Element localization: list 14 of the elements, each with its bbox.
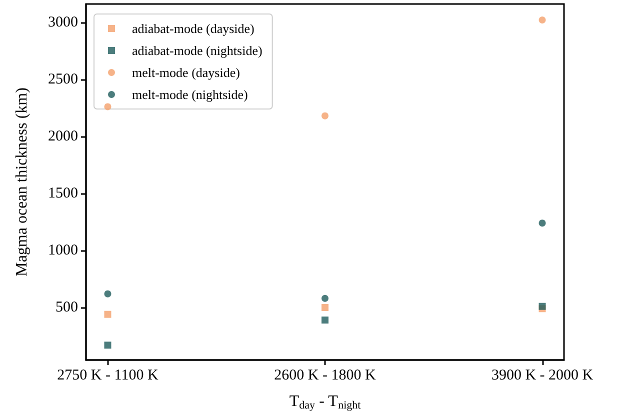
y-tick-label: 2000 — [48, 128, 78, 144]
y-tick-label: 1000 — [48, 242, 78, 258]
y-tick-label: 1500 — [48, 185, 78, 202]
x-tick-label: 2750 K - 1100 K — [57, 368, 158, 384]
x-tick-label: 3900 K - 2000 K — [491, 368, 594, 384]
legend-label: melt-mode (dayside) — [132, 65, 240, 80]
legend-label: adiabat-mode (dayside) — [132, 21, 254, 36]
y-tick-label: 500 — [56, 300, 78, 316]
legend-label: adiabat-mode (nightside) — [132, 43, 262, 58]
y-axis-title: Magma ocean thickness (km) — [14, 88, 30, 276]
y-tick-label: 2500 — [48, 71, 78, 88]
legend-label: melt-mode (nightside) — [132, 87, 248, 102]
y-tick-label: 3000 — [48, 14, 78, 30]
x-tick-label: 2600 K - 1800 K — [274, 368, 376, 384]
